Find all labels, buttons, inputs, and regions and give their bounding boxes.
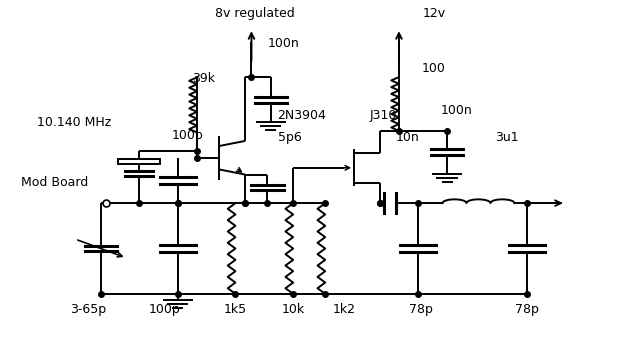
Text: 10k: 10k [281, 302, 305, 316]
Text: 8v regulated: 8v regulated [215, 7, 294, 20]
Text: 100n: 100n [267, 37, 299, 50]
Text: 100p: 100p [149, 302, 181, 316]
Text: Mod Board: Mod Board [21, 176, 88, 190]
Text: 78p: 78p [410, 302, 433, 316]
Text: 100: 100 [421, 62, 445, 75]
Text: 1k2: 1k2 [333, 302, 356, 316]
Text: 10n: 10n [396, 131, 419, 144]
Text: 3-65p: 3-65p [70, 302, 106, 316]
Bar [118, 159, 160, 164]
Text: J310: J310 [370, 109, 397, 122]
Text: 78p: 78p [515, 302, 539, 316]
Text: 3u1: 3u1 [495, 131, 519, 144]
Text: 100p: 100p [171, 129, 203, 142]
Text: 12v: 12v [422, 7, 446, 20]
Text: 2N3904: 2N3904 [277, 109, 326, 122]
Text: 1k5: 1k5 [224, 302, 247, 316]
Text: 5p6: 5p6 [278, 131, 302, 144]
Text: 10.140 MHz: 10.140 MHz [37, 116, 111, 129]
Text: 39k: 39k [192, 72, 215, 85]
Text: 100n: 100n [440, 104, 473, 117]
